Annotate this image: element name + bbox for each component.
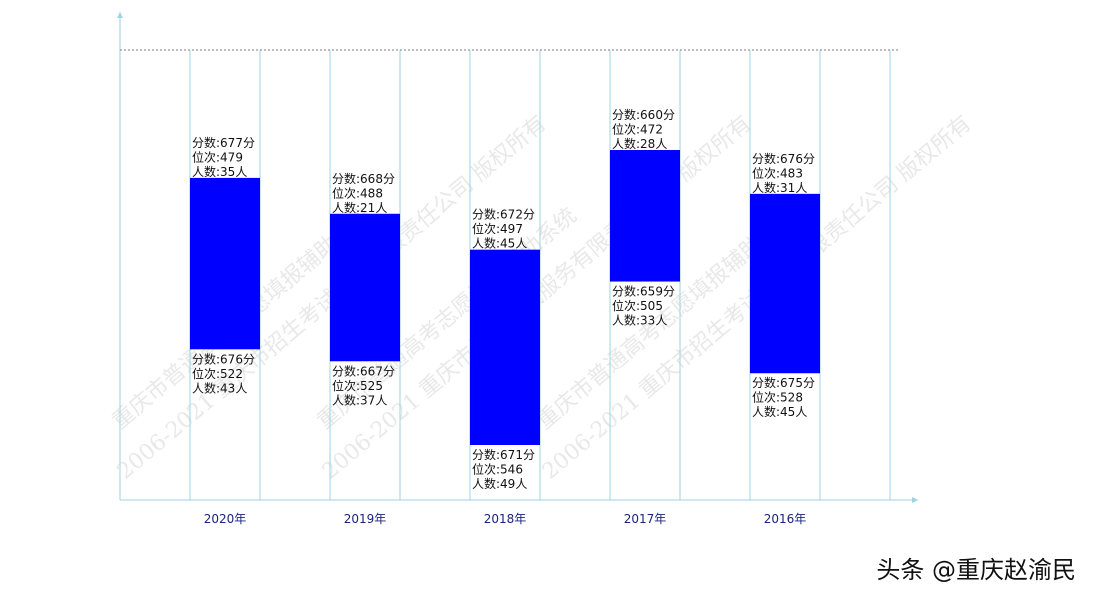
bar-top-label: 人数:31人 xyxy=(752,180,807,195)
bar-top-label: 位次:483 xyxy=(752,165,803,180)
bar-top-label: 分数:676分 xyxy=(752,151,815,166)
bar-bottom-label: 位次:528 xyxy=(752,390,803,405)
x-tick-label: 2019年 xyxy=(344,512,387,526)
bar-bottom-label: 位次:525 xyxy=(332,378,383,393)
bar-bottom-label: 分数:659分 xyxy=(612,284,675,299)
y-axis-arrow xyxy=(117,12,123,18)
bar-top-label: 位次:497 xyxy=(472,221,523,236)
bar-top-label: 分数:660分 xyxy=(612,107,675,122)
bar-2019年 xyxy=(330,213,400,362)
bar-bottom-label: 分数:675分 xyxy=(752,375,815,390)
bar-2020年 xyxy=(190,177,260,350)
bar-bottom-label: 分数:676分 xyxy=(192,351,255,366)
bar-bottom-label: 人数:37人 xyxy=(332,392,387,407)
bar-bottom-label: 人数:43人 xyxy=(192,380,247,395)
bar-2016年 xyxy=(750,193,820,374)
bar-top-label: 位次:488 xyxy=(332,185,383,200)
x-tick-label: 2016年 xyxy=(764,512,807,526)
bar-top-label: 位次:479 xyxy=(192,149,243,164)
bar-bottom-label: 人数:49人 xyxy=(472,476,527,491)
bar-bottom-label: 分数:667分 xyxy=(332,363,395,378)
bar-top-label: 分数:668分 xyxy=(332,171,395,186)
bar-2018年 xyxy=(470,249,540,445)
x-axis-arrow xyxy=(912,497,918,503)
bar-bottom-label: 人数:45人 xyxy=(752,404,807,419)
x-tick-label: 2018年 xyxy=(484,512,527,526)
x-tick-label: 2020年 xyxy=(204,512,247,526)
bar-bottom-label: 位次:546 xyxy=(472,462,523,477)
bar-2017年 xyxy=(610,150,680,282)
bar-top-label: 人数:21人 xyxy=(332,200,387,215)
bar-bottom-label: 分数:671分 xyxy=(472,447,535,462)
bar-top-label: 分数:672分 xyxy=(472,207,535,222)
bar-bottom-label: 位次:522 xyxy=(192,366,243,381)
bar-bottom-label: 位次:505 xyxy=(612,298,663,313)
bar-top-label: 人数:35人 xyxy=(192,164,247,179)
bar-bottom-label: 人数:33人 xyxy=(612,313,667,328)
bar-top-label: 人数:45人 xyxy=(472,236,527,251)
author-credit: 头条 @重庆赵渝民 xyxy=(870,548,1082,587)
bar-top-label: 人数:28人 xyxy=(612,136,667,151)
bar-top-label: 位次:472 xyxy=(612,122,663,137)
bar-top-label: 分数:677分 xyxy=(192,135,255,150)
x-tick-label: 2017年 xyxy=(624,512,667,526)
